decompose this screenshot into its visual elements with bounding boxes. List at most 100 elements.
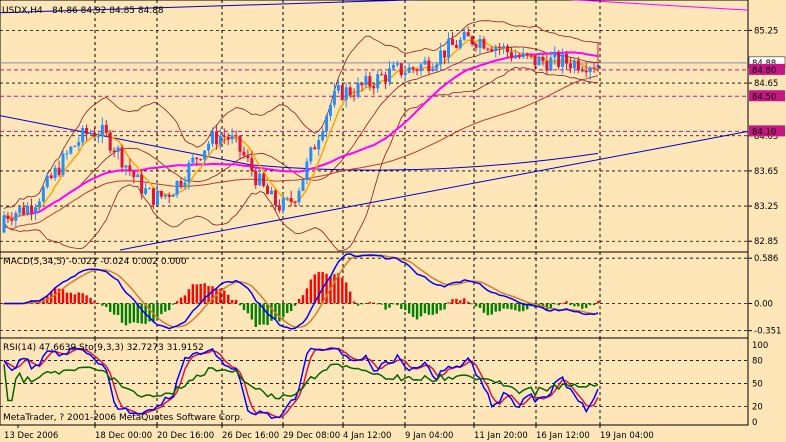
macd-title: MACD(5,34,5) -0.022 -0.024 0.002 0.000 bbox=[3, 257, 187, 267]
macd-histogram-bar bbox=[474, 303, 478, 307]
candle-body bbox=[179, 180, 183, 186]
macd-histogram-bar bbox=[282, 303, 285, 318]
macd-histogram-bar bbox=[392, 303, 395, 305]
candle-body bbox=[360, 82, 364, 86]
rsi-panel[interactable] bbox=[0, 337, 749, 426]
macd-histogram-bar bbox=[592, 303, 596, 306]
candle-body bbox=[26, 205, 30, 215]
macd-histogram-bar bbox=[341, 277, 344, 304]
macd-histogram-bar bbox=[388, 303, 391, 308]
candle-body bbox=[592, 67, 596, 69]
macd-histogram-bar bbox=[179, 297, 183, 304]
candle-body bbox=[148, 188, 152, 190]
macd-histogram-bar bbox=[356, 303, 360, 306]
candle-body bbox=[65, 153, 69, 155]
macd-histogram-bar bbox=[183, 295, 187, 304]
macd-histogram-bar bbox=[364, 303, 368, 304]
macd-histogram-bar bbox=[459, 300, 462, 304]
macd-histogram-bar bbox=[431, 303, 434, 315]
candle-body bbox=[388, 68, 392, 82]
macd-histogram-bar bbox=[97, 303, 100, 304]
macd-histogram-bar bbox=[195, 284, 198, 304]
candle-body bbox=[85, 128, 89, 135]
main-price-panel[interactable] bbox=[0, 0, 749, 253]
candle-body bbox=[6, 215, 10, 219]
candle-body bbox=[423, 60, 427, 65]
candle-body bbox=[297, 190, 301, 203]
time-tick-label: 16 Jan 12:00 bbox=[536, 431, 590, 441]
candle-body bbox=[57, 167, 61, 176]
candle-body bbox=[305, 161, 309, 180]
candle-body bbox=[96, 136, 100, 138]
macd-histogram-bar bbox=[384, 303, 387, 310]
rsi-series bbox=[3, 347, 599, 420]
rsi-title: RSI(14) 47.6639 Sto(9,3,3) 32.7273 31.91… bbox=[3, 343, 204, 353]
macd-histogram-bar bbox=[203, 283, 206, 304]
candle-body bbox=[439, 50, 443, 65]
candle-body bbox=[22, 207, 26, 215]
candle-body bbox=[207, 143, 211, 151]
current-price-label: 84.88 bbox=[752, 59, 776, 69]
macd-histogram-bar bbox=[407, 303, 411, 314]
candle-body bbox=[462, 32, 466, 40]
candle-body bbox=[242, 151, 246, 156]
macd-tick-label: -0.351 bbox=[754, 327, 781, 337]
rsi-tick-label: 50 bbox=[752, 380, 763, 390]
macd-histogram-bar bbox=[317, 272, 320, 304]
candle-body bbox=[494, 47, 498, 52]
bollinger-middle bbox=[3, 46, 599, 219]
macd-histogram-bar bbox=[565, 301, 568, 304]
macd-main-line bbox=[4, 253, 599, 330]
macd-histogram-bar bbox=[65, 292, 69, 304]
candle-body bbox=[506, 46, 510, 53]
macd-histogram-bar bbox=[73, 294, 77, 304]
candle-body bbox=[588, 67, 592, 73]
macd-histogram-bar bbox=[124, 303, 128, 326]
candle-body bbox=[120, 147, 124, 168]
candle-body bbox=[218, 135, 222, 145]
macd-histogram-bar bbox=[561, 302, 564, 304]
macd-panel[interactable] bbox=[0, 251, 749, 339]
candle-body bbox=[37, 201, 41, 208]
macd-histogram-bar bbox=[372, 302, 375, 304]
macd-histogram-bar bbox=[164, 303, 167, 312]
bollinger-lower bbox=[3, 66, 599, 252]
candle-body bbox=[234, 135, 238, 137]
time-tick-label: 20 Dec 16:00 bbox=[157, 431, 214, 441]
candle-body bbox=[403, 72, 407, 76]
candle-body bbox=[140, 174, 144, 194]
candle-body bbox=[443, 50, 447, 58]
candle-body bbox=[565, 53, 569, 64]
candle-body bbox=[104, 124, 108, 133]
candle-body bbox=[262, 173, 266, 186]
macd-histogram-bar bbox=[435, 303, 438, 314]
candle-body bbox=[435, 64, 439, 69]
macd-histogram-bar bbox=[514, 303, 517, 311]
candle-body bbox=[73, 145, 77, 147]
macd-histogram-bar bbox=[101, 303, 104, 306]
macd-histogram-bar bbox=[525, 303, 529, 310]
candle-body bbox=[183, 182, 187, 186]
macd-histogram-bar bbox=[588, 303, 592, 306]
macd-histogram-bar bbox=[337, 273, 340, 304]
macd-histogram-bar bbox=[439, 303, 442, 311]
macd-histogram-bar bbox=[573, 303, 576, 307]
candle-body bbox=[33, 207, 37, 213]
macd-histogram-bar bbox=[187, 289, 191, 304]
candle-body bbox=[427, 60, 431, 72]
candle-body bbox=[238, 135, 242, 152]
macd-histogram-bar bbox=[262, 303, 265, 325]
candle-body bbox=[136, 174, 140, 178]
candle-body bbox=[175, 180, 179, 195]
trendline-top bbox=[0, 0, 421, 14]
candle-body bbox=[163, 194, 167, 197]
candle-body bbox=[470, 36, 474, 45]
candle-body bbox=[254, 170, 258, 186]
macd-histogram-bar bbox=[455, 298, 458, 304]
rsi-line bbox=[3, 363, 599, 402]
macd-histogram-bar bbox=[289, 303, 293, 312]
macd-histogram-bar bbox=[38, 301, 41, 304]
candle-body bbox=[92, 133, 96, 137]
